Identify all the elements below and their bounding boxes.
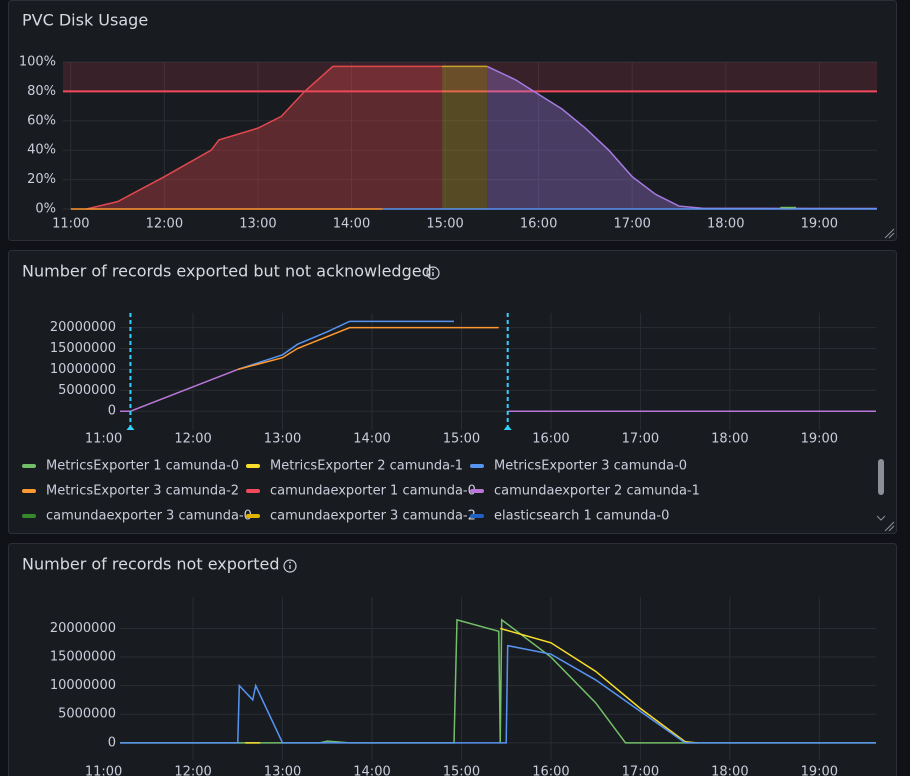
x-tick-label: 18:00 — [711, 432, 748, 447]
line — [245, 627, 698, 744]
legend-label: camundaexporter 3 camunda-2 — [270, 509, 476, 524]
legend-swatch — [246, 464, 260, 468]
x-tick-label: 13:00 — [264, 432, 301, 447]
x-tick-label: 11:00 — [52, 217, 89, 232]
y-tick-label: 80% — [27, 84, 56, 99]
annotation-marker — [126, 425, 135, 430]
x-tick-label: 12:00 — [146, 217, 183, 232]
legend-label: MetricsExporter 3 camunda-0 — [494, 459, 687, 474]
x-tick-label: 16:00 — [532, 765, 569, 776]
x-tick-label: 17:00 — [622, 432, 659, 447]
resize-handle[interactable] — [884, 521, 895, 532]
panel-title: Number of records exported but not ackno… — [22, 262, 432, 281]
y-tick-label: 10000000 — [50, 678, 116, 693]
legend-label: camundaexporter 1 camunda-0 — [270, 484, 476, 499]
legend-swatch — [246, 489, 260, 493]
x-tick-label: 19:00 — [801, 765, 838, 776]
x-tick-label: 14:00 — [353, 432, 390, 447]
x-tick-label: 14:00 — [353, 765, 390, 776]
legend-swatch — [246, 514, 260, 518]
line — [120, 644, 876, 744]
x-tick-label: 17:00 — [622, 765, 659, 776]
y-tick-label: 15000000 — [50, 650, 116, 665]
x-tick-label: 19:00 — [801, 432, 838, 447]
x-tick-label: 12:00 — [174, 432, 211, 447]
y-tick-label: 0 — [108, 735, 116, 750]
y-tick-label: 100% — [19, 55, 56, 70]
line — [486, 65, 878, 210]
x-tick-label: 13:00 — [264, 765, 301, 776]
y-tick-label: 20000000 — [50, 621, 116, 636]
y-tick-label: 0 — [108, 404, 116, 419]
x-tick-label: 15:00 — [443, 765, 480, 776]
x-tick-label: 12:00 — [174, 765, 211, 776]
area — [441, 66, 488, 209]
panel-title: PVC Disk Usage — [22, 11, 148, 30]
y-tick-label: 40% — [27, 143, 56, 158]
info-icon[interactable] — [283, 559, 297, 573]
legend-swatch — [470, 489, 484, 493]
line — [237, 326, 499, 371]
annotation-marker — [503, 425, 512, 430]
x-tick-label: 16:00 — [532, 432, 569, 447]
legend-label: MetricsExporter 1 camunda-0 — [46, 459, 239, 474]
legend-swatch — [470, 464, 484, 468]
legend-swatch — [22, 489, 36, 493]
info-icon[interactable] — [426, 266, 440, 280]
legend-scrollbar[interactable] — [876, 459, 886, 521]
legend-label: camundaexporter 2 camunda-1 — [494, 484, 700, 499]
x-tick-label: 18:00 — [711, 765, 748, 776]
line — [86, 65, 442, 210]
y-tick-label: 5000000 — [58, 383, 116, 398]
x-tick-label: 15:00 — [443, 432, 480, 447]
x-tick-label: 11:00 — [85, 432, 122, 447]
y-tick-label: 15000000 — [50, 341, 116, 356]
area — [487, 66, 877, 209]
x-tick-label: 17:00 — [613, 217, 650, 232]
charts: 0% 20% 40% 60% 80% 100% 11:00 12:00 13:00 14:00 15… — [19, 55, 878, 776]
legend-label: MetricsExporter 3 camunda-2 — [46, 484, 239, 499]
x-tick-label: 14:00 — [333, 217, 370, 232]
resize-handle[interactable] — [884, 228, 895, 239]
panel — [8, 250, 897, 534]
legend-label: MetricsExporter 2 camunda-1 — [270, 459, 463, 474]
panel-title: Number of records not exported — [22, 555, 280, 574]
x-tick-label: 19:00 — [801, 217, 838, 232]
y-tick-label: 20000000 — [50, 320, 116, 335]
y-tick-label: 0% — [35, 202, 56, 217]
legend-swatch — [22, 514, 36, 518]
x-tick-label: 13:00 — [239, 217, 276, 232]
x-tick-label: 15:00 — [426, 217, 463, 232]
area — [86, 66, 442, 209]
legend-swatch — [470, 514, 484, 518]
y-tick-label: 20% — [27, 172, 56, 187]
x-tick-label: 11:00 — [85, 765, 122, 776]
legend-label: camundaexporter 3 camunda-0 — [46, 509, 252, 524]
y-tick-label: 60% — [27, 113, 56, 128]
y-tick-label: 10000000 — [50, 362, 116, 377]
line — [237, 320, 455, 371]
x-tick-label: 18:00 — [707, 217, 744, 232]
legend-swatch — [22, 464, 36, 468]
legend-label: elasticsearch 1 camunda-0 — [494, 509, 669, 524]
panel — [8, 543, 897, 776]
line — [120, 618, 876, 744]
y-tick-label: 5000000 — [58, 707, 116, 722]
x-tick-label: 16:00 — [520, 217, 557, 232]
